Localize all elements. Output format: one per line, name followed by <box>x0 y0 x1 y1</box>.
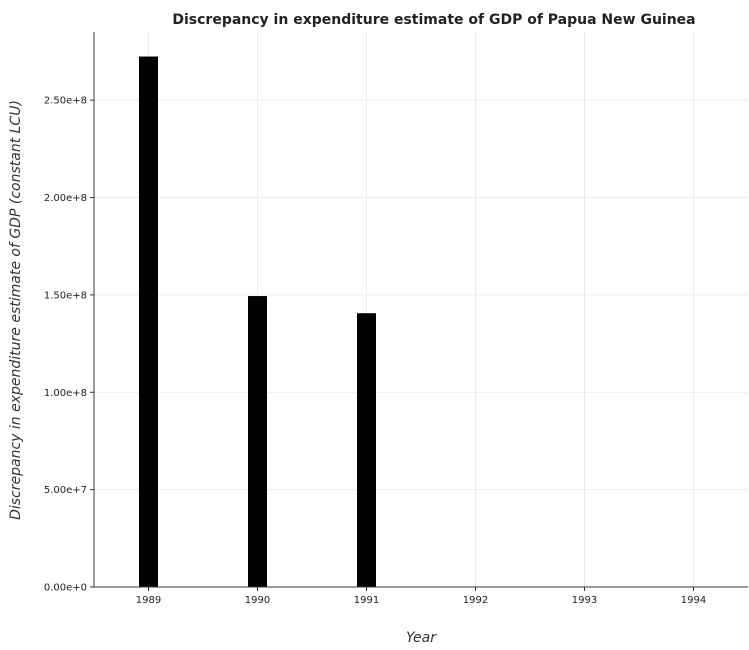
x-tick-label: 1992 <box>463 595 488 606</box>
y-tick-label: 1.50e+8 <box>44 290 87 301</box>
y-axis-ticks: 0.00e+0 5.00e+7 1.00e+8 1.50e+8 2.00e+8 2.50e… <box>44 96 94 594</box>
y-tick-label: 1.00e+8 <box>44 388 87 399</box>
x-tick-label: 1991 <box>354 595 379 606</box>
bar <box>248 296 267 587</box>
x-tick-label: 1989 <box>136 595 161 606</box>
x-axis-title: Year <box>406 630 437 646</box>
y-tick-label: 5.00e+7 <box>44 485 87 496</box>
y-tick-label: 2.50e+8 <box>44 96 87 107</box>
x-tick-label: 1990 <box>245 595 270 606</box>
bar <box>139 56 158 587</box>
x-tick-label: 1994 <box>681 595 706 606</box>
y-tick-label: 0.00e+0 <box>44 583 87 594</box>
bar <box>357 313 376 587</box>
axes <box>93 32 748 588</box>
x-tick-label: 1993 <box>572 595 597 606</box>
y-tick-label: 2.00e+8 <box>44 193 87 204</box>
chart-title: Discrepancy in expenditure estimate of G… <box>172 12 695 28</box>
bar-series <box>139 56 376 587</box>
grid-lines <box>94 32 748 588</box>
y-axis-title: Discrepancy in expenditure estimate of G… <box>8 100 24 520</box>
x-axis-ticks: 1989 1990 1991 1992 1993 1994 <box>136 587 706 606</box>
